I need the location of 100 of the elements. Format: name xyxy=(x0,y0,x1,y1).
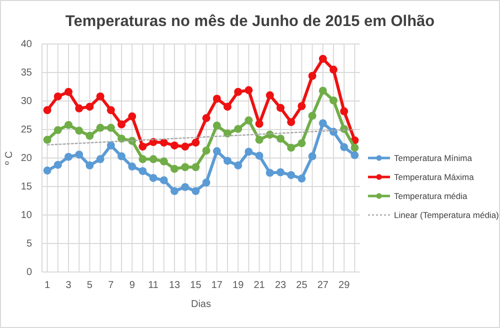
point xyxy=(340,143,348,152)
point xyxy=(128,112,136,120)
point xyxy=(224,156,232,165)
chart-title: Temperaturas no mês de Junho de 2015 em Olhão xyxy=(65,13,435,30)
point xyxy=(287,118,296,126)
point xyxy=(318,86,327,95)
legend-label: Temperatura Máxima xyxy=(394,172,474,182)
point xyxy=(138,167,147,176)
x-tick-label: 29 xyxy=(338,280,350,292)
point xyxy=(298,174,306,182)
y-tick-label: 15 xyxy=(20,182,32,193)
point xyxy=(244,148,253,156)
point xyxy=(96,124,104,132)
x-tick-label: 7 xyxy=(108,280,114,292)
point xyxy=(350,151,359,160)
point xyxy=(86,132,94,140)
point xyxy=(75,126,84,135)
point xyxy=(212,122,221,130)
point xyxy=(308,72,316,80)
y-tick-label: 0 xyxy=(26,267,32,278)
point xyxy=(86,161,94,170)
x-tick-label: 23 xyxy=(274,280,286,292)
point xyxy=(244,116,253,124)
legend-label: Temperatura média xyxy=(394,191,468,201)
point xyxy=(234,161,242,170)
point xyxy=(64,88,72,96)
point xyxy=(276,134,284,143)
point xyxy=(54,126,62,134)
point xyxy=(160,157,168,166)
point xyxy=(138,155,147,164)
y-tick-label: 25 xyxy=(20,124,32,136)
point xyxy=(202,146,210,155)
x-axis-title: Dias xyxy=(190,299,212,310)
point xyxy=(170,164,178,173)
y-tick-label: 35 xyxy=(20,68,32,79)
point xyxy=(212,94,221,103)
point xyxy=(266,91,274,100)
y-tick-label: 40 xyxy=(20,39,32,50)
point xyxy=(192,138,200,147)
y-tick-label: 20 xyxy=(20,153,32,164)
point xyxy=(318,54,327,63)
point xyxy=(308,152,316,160)
point xyxy=(96,92,104,100)
point xyxy=(298,102,306,110)
point xyxy=(75,104,84,112)
x-tick-label: 17 xyxy=(211,280,223,292)
point xyxy=(160,138,168,147)
point xyxy=(118,152,126,160)
point xyxy=(86,102,94,111)
x-tick-label: 19 xyxy=(232,280,244,292)
point xyxy=(138,142,147,151)
point xyxy=(287,171,296,180)
point xyxy=(340,107,348,116)
x-tick-label: 25 xyxy=(296,280,308,292)
point xyxy=(330,66,338,74)
point xyxy=(54,92,62,100)
point xyxy=(106,124,115,132)
point xyxy=(234,124,242,133)
point xyxy=(170,187,178,196)
point xyxy=(202,178,210,186)
y-axis-title: º C xyxy=(4,151,15,165)
point xyxy=(181,163,190,172)
point xyxy=(149,155,158,164)
point xyxy=(96,155,104,164)
point xyxy=(64,120,72,129)
x-tick-label: 27 xyxy=(317,280,329,292)
point xyxy=(350,144,359,152)
point xyxy=(181,183,190,192)
point xyxy=(234,88,242,96)
point xyxy=(308,112,316,120)
point xyxy=(170,141,178,150)
x-tick-label: 1 xyxy=(44,280,51,292)
point xyxy=(43,166,52,175)
point xyxy=(106,141,115,150)
point xyxy=(266,168,274,177)
point xyxy=(43,106,52,114)
y-tick-label: 10 xyxy=(20,210,32,222)
point xyxy=(287,144,296,152)
y-tick-label: 30 xyxy=(20,96,32,108)
point xyxy=(298,139,306,148)
point xyxy=(276,168,284,176)
point xyxy=(106,106,115,114)
point xyxy=(54,160,62,169)
x-tick-label: 13 xyxy=(168,280,180,292)
point xyxy=(255,136,264,144)
point xyxy=(244,86,253,94)
point xyxy=(318,119,327,128)
x-tick-label: 9 xyxy=(129,280,136,292)
point xyxy=(75,150,84,159)
point xyxy=(212,147,221,156)
x-tick-label: 21 xyxy=(254,280,266,292)
point xyxy=(118,120,126,128)
x-tick-label: 5 xyxy=(86,280,93,292)
legend-label: Temperatura Mínima xyxy=(394,153,472,163)
point xyxy=(330,96,338,104)
point xyxy=(255,120,264,128)
point xyxy=(149,174,158,182)
point xyxy=(276,104,284,112)
x-tick-label: 11 xyxy=(148,280,159,292)
point xyxy=(224,102,232,111)
